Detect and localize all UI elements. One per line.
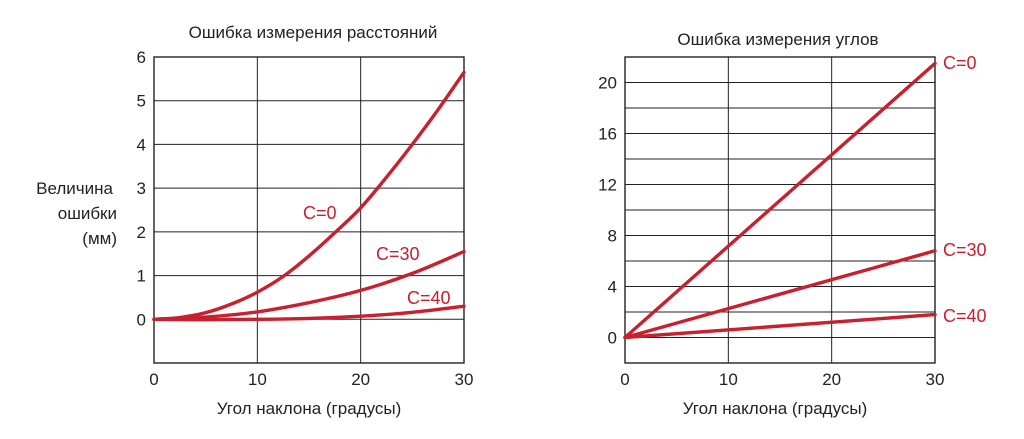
y-tick-label-12: 12 <box>598 176 617 195</box>
y-axis-label-line-2: ошибки <box>58 204 117 223</box>
series-line-c30 <box>623 249 937 340</box>
x-tick-label-2: 20 <box>822 370 841 389</box>
series-label-c40: C=40 <box>407 288 451 308</box>
series-line-c0 <box>152 70 466 321</box>
y-tick-label-20: 20 <box>598 74 617 93</box>
y-axis-label-line-1: Величина <box>36 179 113 198</box>
y-tick-label-4: 4 <box>137 135 146 154</box>
y-tick-label-6: 6 <box>137 48 146 67</box>
series-label-c0: C=0 <box>303 203 337 223</box>
grid <box>154 57 464 363</box>
y-tick-label-3: 3 <box>137 179 146 198</box>
x-tick-label-2: 20 <box>351 370 370 389</box>
series-label-c40: C=40 <box>943 306 987 326</box>
x-tick-label-0: 0 <box>149 370 158 389</box>
x-tick-label-1: 10 <box>248 370 267 389</box>
grid <box>625 57 935 363</box>
series-line-c40 <box>623 312 937 340</box>
x-tick-label-3: 30 <box>926 370 945 389</box>
y-tick-labels: 0 4 8 12 16 20 <box>598 74 617 348</box>
x-tick-label-0: 0 <box>620 370 629 389</box>
x-tick-label-1: 10 <box>719 370 738 389</box>
angle-error-chart: Ошибка измерения углов 0 4 8 12 16 20 0 … <box>598 30 986 418</box>
x-tick-label-3: 30 <box>455 370 474 389</box>
distance-error-chart: Ошибка измерения расстояний 0 1 2 3 4 5 … <box>36 23 473 418</box>
series-lines <box>623 61 937 340</box>
chart-title: Ошибка измерения углов <box>677 30 878 49</box>
y-tick-label-4: 4 <box>608 278 617 297</box>
y-tick-label-0: 0 <box>137 310 146 329</box>
y-axis-label-line-3: (мм) <box>82 229 117 248</box>
y-tick-label-8: 8 <box>608 227 617 246</box>
y-tick-label-1: 1 <box>137 267 146 286</box>
y-tick-labels: 0 1 2 3 4 5 6 <box>137 48 146 329</box>
chart-title: Ошибка измерения расстояний <box>189 23 438 42</box>
plot-frame <box>153 56 465 364</box>
series-label-c30: C=30 <box>943 240 987 260</box>
series-line-c0 <box>623 61 937 340</box>
series-labels: C=0 C=30 C=40 <box>303 203 451 308</box>
y-tick-label-0: 0 <box>608 329 617 348</box>
x-tick-labels: 0 10 20 30 <box>620 370 944 389</box>
series-labels: C=0 C=30 C=40 <box>943 53 987 326</box>
y-tick-label-2: 2 <box>137 223 146 242</box>
plot-frame <box>624 56 936 364</box>
series-line-c30 <box>152 249 466 321</box>
y-tick-label-5: 5 <box>137 92 146 111</box>
series-lines <box>152 70 466 322</box>
series-label-c30: C=30 <box>376 244 420 264</box>
y-tick-label-16: 16 <box>598 125 617 144</box>
x-axis-label: Угол наклона (градусы) <box>683 399 868 418</box>
series-line-c40 <box>152 304 466 322</box>
x-axis-label: Угол наклона (градусы) <box>217 399 402 418</box>
series-label-c0: C=0 <box>943 53 977 73</box>
y-axis-label: Величина ошибки (мм) <box>36 179 117 248</box>
x-tick-labels: 0 10 20 30 <box>149 370 473 389</box>
